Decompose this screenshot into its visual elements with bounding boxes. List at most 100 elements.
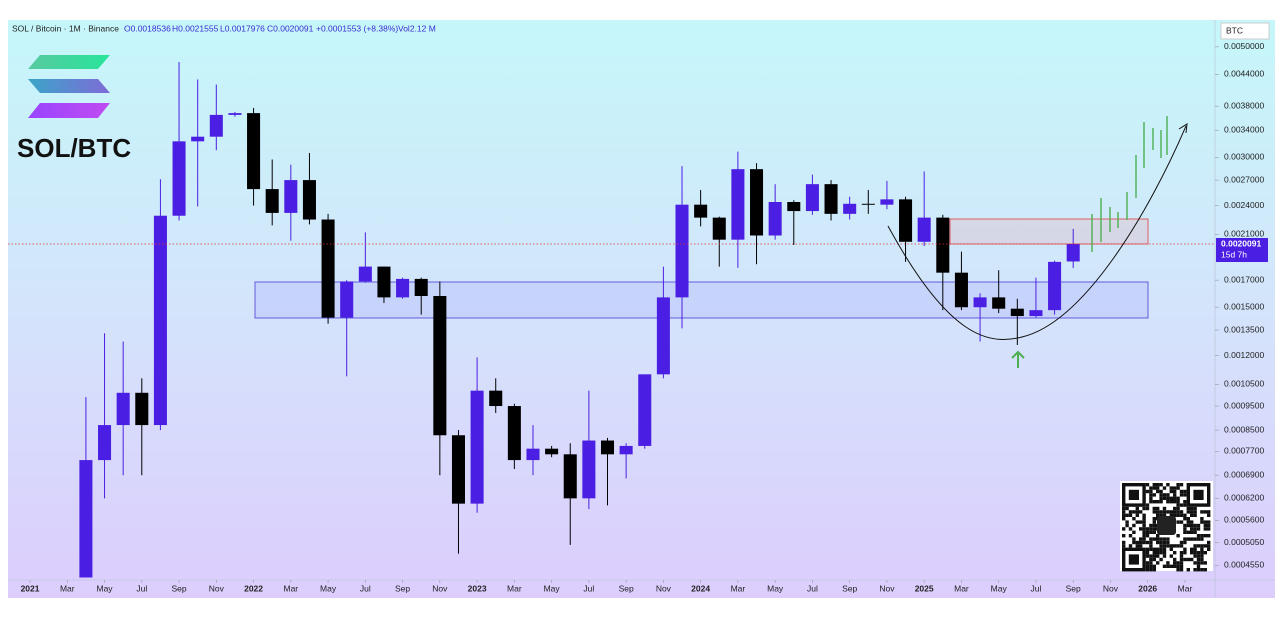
qr-cell — [1179, 520, 1184, 524]
qr-cell — [1193, 561, 1197, 565]
x-tick-label: Sep — [1066, 583, 1081, 593]
qr-cell — [1176, 564, 1180, 568]
qr-cell — [1162, 510, 1167, 514]
qr-cell — [1132, 540, 1136, 545]
x-tick-label: Jul — [583, 583, 594, 593]
qr-cell — [1159, 513, 1163, 517]
candle-body — [135, 392, 149, 426]
y-tick-label: 0.0044000 — [1224, 69, 1264, 79]
qr-cell — [1173, 493, 1177, 497]
qr-cell — [1186, 537, 1190, 541]
y-tick-label: 0.0024000 — [1224, 200, 1264, 210]
qr-cell — [1152, 486, 1156, 490]
qr-cell — [1162, 537, 1167, 541]
qr-cell — [1142, 537, 1146, 541]
qr-cell — [1186, 530, 1190, 534]
qr-cell — [1176, 486, 1180, 490]
qr-cell — [1169, 564, 1173, 568]
x-tick-label: Sep — [619, 583, 634, 593]
price-tag-countdown: 15d 7h — [1221, 249, 1247, 259]
qr-cell — [1149, 530, 1153, 534]
x-tick-label: Jul — [1031, 583, 1042, 593]
qr-cell — [1128, 534, 1133, 538]
qr-cell — [1135, 506, 1139, 511]
candle-body — [600, 440, 615, 455]
qr-cell — [1190, 551, 1194, 555]
qr-cell — [1156, 540, 1160, 545]
qr-cell — [1132, 523, 1136, 528]
qr-cell — [1183, 513, 1187, 517]
qr-cell — [1183, 523, 1187, 528]
qr-cell — [1149, 500, 1153, 504]
qr-cell — [1183, 489, 1187, 494]
candle-body — [787, 202, 801, 212]
qr-cell — [1176, 534, 1180, 538]
qr-cell — [1186, 568, 1190, 572]
y-tick-label: 0.0009500 — [1224, 400, 1264, 410]
y-tick-label: 0.0005600 — [1224, 515, 1264, 525]
qr-cell — [1122, 506, 1126, 511]
qr-cell — [1176, 483, 1180, 487]
qr-cell — [1156, 510, 1160, 514]
qr-cell — [1173, 557, 1177, 562]
qr-cell — [1186, 520, 1190, 524]
candle-body — [191, 136, 205, 142]
qr-cell — [1207, 544, 1211, 548]
x-tick-label: May — [767, 583, 784, 593]
qr-cell — [1183, 517, 1187, 521]
qr-cell — [1159, 489, 1163, 494]
candle-body — [563, 454, 577, 499]
qr-cell — [1203, 561, 1207, 565]
qr-cell — [1193, 530, 1197, 534]
qr-finder — [1128, 554, 1139, 565]
candle-body — [470, 390, 484, 504]
candle-body — [917, 217, 931, 242]
qr-cell — [1173, 496, 1177, 500]
candle-body — [265, 189, 279, 213]
qr-cell — [1149, 540, 1153, 545]
qr-cell — [1196, 544, 1201, 548]
qr-cell — [1162, 496, 1167, 500]
logo-bar — [28, 79, 110, 93]
qr-cell — [1183, 537, 1187, 541]
currency-box — [1220, 22, 1270, 40]
candle-body — [582, 440, 596, 499]
qr-cell — [1173, 544, 1177, 548]
qr-finder — [1193, 489, 1204, 500]
ohlc-close: C0.0020091 — [267, 23, 314, 33]
candle-body — [656, 297, 670, 375]
qr-cell — [1173, 551, 1177, 555]
ohlc-low: L0.0017976 — [220, 23, 265, 33]
qr-cell — [1128, 544, 1133, 548]
qr-cell — [1159, 483, 1163, 487]
qr-cell — [1135, 544, 1139, 548]
candle-body — [805, 184, 819, 212]
qr-cell — [1149, 561, 1153, 565]
qr-cell — [1156, 513, 1160, 517]
logo-bar — [28, 103, 110, 118]
qr-cell — [1190, 547, 1194, 551]
qr-cell — [1207, 523, 1211, 528]
qr-cell — [1139, 510, 1143, 514]
qr-cell — [1156, 506, 1160, 511]
y-tick-label: 0.0015000 — [1224, 301, 1264, 311]
candle-body — [861, 203, 875, 205]
qr-cell — [1203, 568, 1207, 572]
qr-cell — [1179, 544, 1184, 548]
qr-cell — [1166, 483, 1170, 487]
candles — [8, 62, 1215, 578]
qr-cell — [1200, 520, 1204, 524]
qr-cell — [1176, 568, 1180, 572]
qr-cell — [1169, 513, 1173, 517]
qr-cell — [1173, 489, 1177, 494]
axes: 0.0050000 0.0044000 0.0038000 0.0034000 0.00… — [21, 41, 1265, 593]
qr-cell — [1122, 513, 1126, 517]
qr-cell — [1166, 496, 1170, 500]
qr-cell — [1145, 551, 1150, 555]
qr-cell — [1196, 557, 1201, 562]
qr-cell — [1152, 564, 1156, 568]
x-tick-label: 2024 — [691, 583, 710, 593]
qr-cell — [1183, 540, 1187, 545]
currency: BTC — [1226, 25, 1243, 35]
qr-cell — [1156, 483, 1160, 487]
